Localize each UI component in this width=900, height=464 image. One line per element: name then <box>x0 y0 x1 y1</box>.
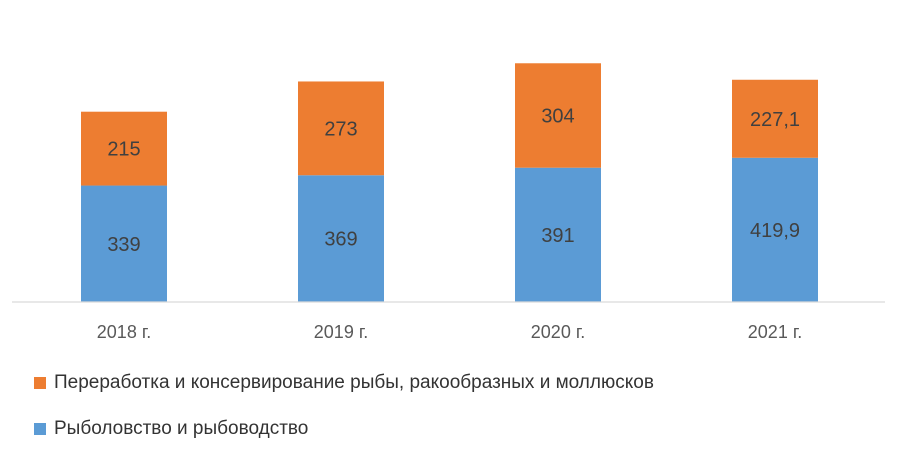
bar-segment-fishing-1 <box>298 175 384 302</box>
x-tick-label-0: 2018 г. <box>97 322 151 342</box>
x-tick-label-2: 2020 г. <box>531 322 585 342</box>
bar-segment-processing-1 <box>298 81 384 176</box>
legend-item-processing: Переработка и консервирование рыбы, рако… <box>34 372 654 394</box>
legend-item-fishing: Рыболовство и рыбоводство <box>34 418 654 440</box>
data-label-fishing-2: 391 <box>541 225 574 247</box>
bar-segment-fishing-2 <box>515 167 601 302</box>
legend-label-processing: Переработка и консервирование рыбы, рако… <box>54 372 654 393</box>
legend-swatch-processing <box>34 377 46 389</box>
x-tick-label-3: 2021 г. <box>748 322 802 342</box>
data-label-fishing-3: 419,9 <box>750 220 800 242</box>
bar-segment-fishing-3 <box>732 157 818 302</box>
legend: Переработка и консервирование рыбы, рако… <box>34 372 654 464</box>
bar-segment-processing-3 <box>732 79 818 158</box>
x-tick-label-1: 2019 г. <box>314 322 368 342</box>
stacked-bar-chart: 339 215 369 273 391 304 419,9 227,1 2018 г. 2019… <box>12 63 885 342</box>
data-label-processing-1: 273 <box>324 118 357 140</box>
data-label-processing-3: 227,1 <box>750 109 800 131</box>
data-label-fishing-0: 339 <box>107 234 140 256</box>
bar-segment-fishing-0 <box>81 185 167 302</box>
legend-swatch-fishing <box>34 423 46 435</box>
legend-label-fishing: Рыболовство и рыбоводство <box>54 418 309 439</box>
data-label-fishing-1: 369 <box>324 229 357 251</box>
bar-segment-processing-2 <box>515 63 601 168</box>
data-label-processing-2: 304 <box>541 105 574 127</box>
data-label-processing-0: 215 <box>107 139 140 161</box>
bar-segment-processing-0 <box>81 111 167 186</box>
